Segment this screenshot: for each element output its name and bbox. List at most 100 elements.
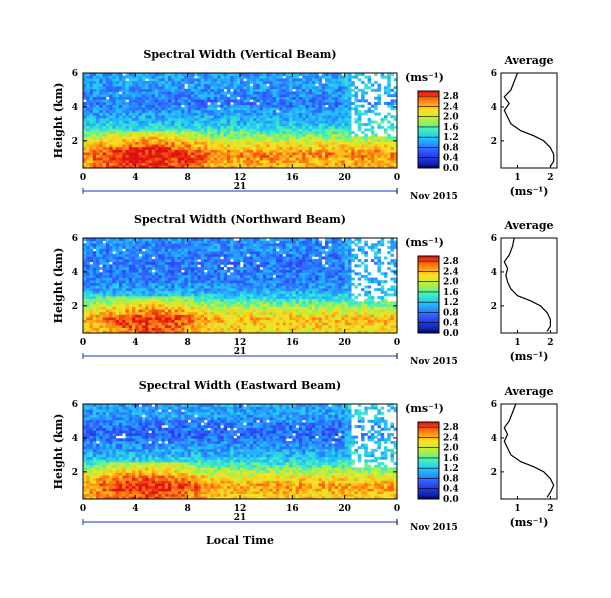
- heatmap-cell: [125, 75, 130, 79]
- heatmap-cell: [269, 131, 274, 134]
- heatmap-cell: [393, 152, 398, 156]
- heatmap-cell: [154, 160, 159, 164]
- heatmap-cell: [135, 330, 139, 334]
- heatmap-cell: [390, 162, 395, 166]
- heatmap-cell: [141, 165, 146, 169]
- heatmap-cell: [89, 293, 94, 297]
- heatmap-cell: [226, 296, 231, 299]
- heatmap-cell: [387, 301, 391, 305]
- heatmap-cell: [370, 109, 375, 113]
- heatmap-cell: [181, 123, 185, 127]
- heatmap-cell: [200, 157, 205, 161]
- heatmap-cell: [305, 330, 309, 334]
- heatmap-cell: [262, 138, 267, 142]
- heatmap-cell: [118, 104, 123, 108]
- heatmap-cell: [308, 162, 313, 166]
- heatmap-cell: [275, 117, 280, 121]
- heatmap-cell: [138, 327, 143, 331]
- heatmap-cell: [315, 152, 319, 156]
- heatmap-cell: [135, 123, 139, 127]
- heatmap-cell: [128, 303, 133, 307]
- heatmap-cell: [328, 296, 332, 299]
- heatmap-cell: [190, 317, 195, 321]
- heatmap-cell: [194, 293, 198, 297]
- heatmap-cell: [112, 125, 117, 129]
- heatmap-cell: [393, 317, 398, 321]
- heatmap-cell: [243, 157, 247, 161]
- heatmap-cell: [112, 78, 117, 82]
- heatmap-cell: [328, 309, 332, 313]
- heatmap-cell: [99, 298, 103, 302]
- heatmap-cell: [347, 83, 352, 87]
- heatmap-cell: [164, 160, 169, 164]
- heatmap-cell: [171, 154, 175, 158]
- heatmap-cell: [99, 109, 103, 113]
- heatmap-cell: [357, 88, 362, 92]
- heatmap-cell: [347, 306, 352, 310]
- heatmap-cell: [289, 165, 293, 169]
- heatmap-cell: [289, 75, 293, 79]
- heatmap-cell: [220, 107, 224, 111]
- heatmap-cell: [158, 133, 162, 137]
- heatmap-cell: [194, 88, 198, 92]
- heatmap-cell: [236, 293, 241, 297]
- heatmap-cell: [233, 149, 238, 153]
- heatmap-cell: [226, 117, 231, 121]
- heatmap-cell: [262, 109, 267, 113]
- heatmap-cell: [383, 157, 388, 161]
- heatmap-cell: [236, 120, 241, 124]
- heatmap-cell: [151, 88, 156, 92]
- heatmap-cell: [194, 136, 198, 140]
- heatmap-cell: [289, 301, 293, 305]
- heatmap-cell: [89, 165, 94, 169]
- heatmap-cell: [187, 306, 192, 310]
- heatmap-cell: [285, 322, 290, 326]
- heatmap-cell: [321, 319, 326, 323]
- heatmap-cell: [92, 327, 97, 331]
- heatmap-cell: [341, 104, 345, 108]
- heatmap-cell: [177, 327, 182, 331]
- heatmap-cell: [269, 306, 274, 310]
- heatmap-cell: [200, 303, 205, 307]
- heatmap-cell: [125, 296, 130, 299]
- heatmap-cell: [285, 128, 290, 132]
- heatmap-cell: [302, 133, 306, 137]
- heatmap-cell: [269, 298, 274, 302]
- heatmap-cell: [262, 290, 267, 294]
- heatmap-cell: [311, 322, 316, 326]
- heatmap-cell: [112, 94, 117, 98]
- heatmap-cell: [305, 306, 309, 310]
- heatmap-cell: [295, 322, 300, 326]
- heatmap-cell: [83, 125, 87, 129]
- heatmap-cell: [122, 309, 126, 313]
- heatmap-cell: [112, 306, 117, 310]
- heatmap-cell: [148, 303, 152, 307]
- heatmap-cell: [308, 75, 313, 79]
- heatmap-cell: [105, 146, 110, 150]
- heatmap-cell: [387, 162, 391, 166]
- heatmap-cell: [338, 104, 342, 108]
- heatmap-cell: [197, 104, 202, 108]
- heatmap-cell: [240, 80, 244, 84]
- heatmap-cell: [354, 322, 359, 326]
- heatmap-cell: [132, 112, 136, 116]
- heatmap-cell: [295, 73, 300, 76]
- heatmap-cell: [158, 120, 162, 124]
- heatmap-cell: [207, 317, 211, 321]
- heatmap-cell: [220, 131, 224, 134]
- heatmap-cell: [390, 285, 395, 289]
- heatmap-cell: [246, 314, 251, 318]
- heatmap-cell: [311, 303, 316, 307]
- heatmap-cell: [262, 96, 267, 100]
- heatmap-cell: [220, 293, 224, 297]
- heatmap-cell: [190, 152, 195, 156]
- heatmap-cell: [135, 285, 139, 289]
- heatmap-cell: [226, 157, 231, 161]
- heatmap-cell: [253, 160, 257, 164]
- heatmap-cell: [122, 125, 126, 129]
- heatmap-cell: [344, 102, 349, 105]
- heatmap-cell: [197, 319, 202, 323]
- heatmap-cell: [354, 109, 359, 113]
- heatmap-cell: [102, 162, 107, 166]
- heatmap-cell: [341, 109, 345, 113]
